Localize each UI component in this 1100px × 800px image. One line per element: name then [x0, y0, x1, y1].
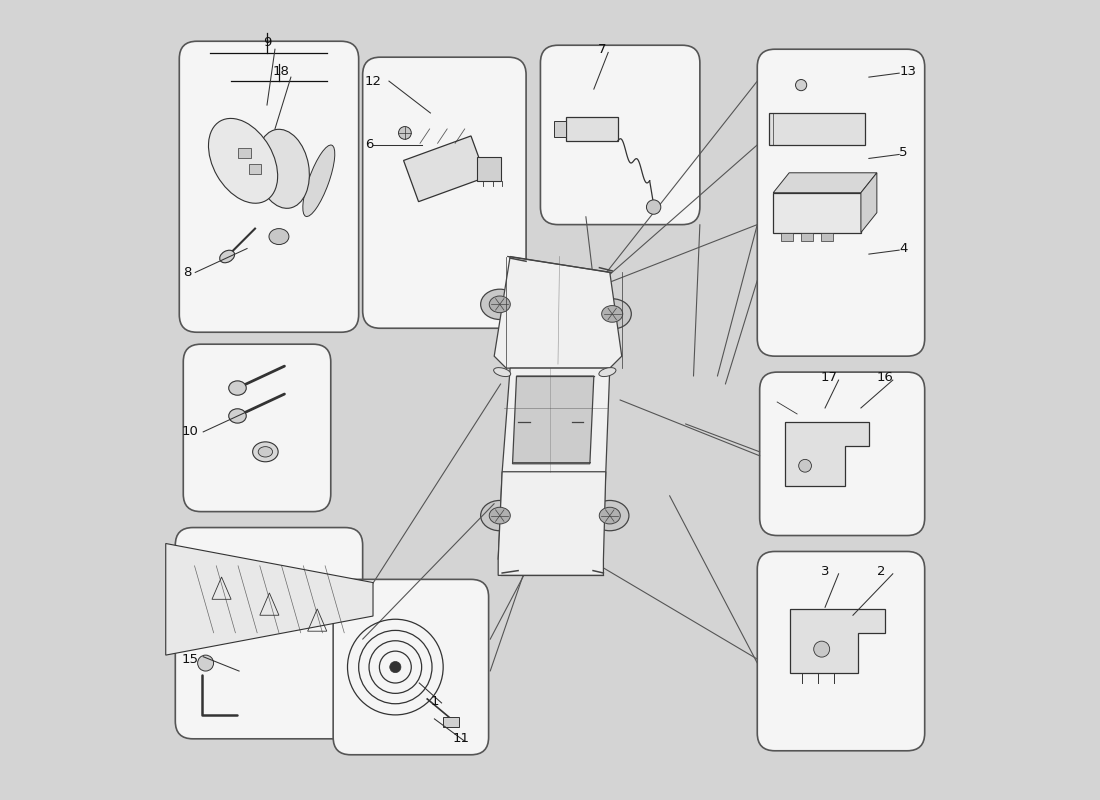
- Ellipse shape: [591, 501, 629, 530]
- Circle shape: [799, 459, 812, 472]
- Ellipse shape: [253, 442, 278, 462]
- Bar: [554, 121, 565, 137]
- Text: 8: 8: [184, 266, 191, 279]
- FancyBboxPatch shape: [179, 42, 359, 332]
- Text: 13: 13: [899, 65, 916, 78]
- Polygon shape: [166, 543, 373, 655]
- Ellipse shape: [602, 306, 623, 322]
- FancyBboxPatch shape: [757, 551, 925, 750]
- Bar: [801, 233, 813, 241]
- Text: 5: 5: [899, 146, 907, 159]
- Bar: [821, 233, 833, 241]
- Text: 17: 17: [821, 371, 838, 384]
- Ellipse shape: [481, 289, 519, 319]
- Bar: [565, 117, 618, 141]
- Polygon shape: [861, 173, 877, 233]
- Polygon shape: [498, 472, 606, 575]
- Polygon shape: [773, 173, 877, 193]
- Ellipse shape: [481, 501, 519, 530]
- Polygon shape: [494, 257, 622, 368]
- Text: 3: 3: [821, 565, 829, 578]
- Text: 16: 16: [877, 371, 893, 384]
- FancyBboxPatch shape: [757, 50, 925, 356]
- Bar: [443, 718, 459, 727]
- Ellipse shape: [229, 381, 246, 395]
- Circle shape: [398, 126, 411, 139]
- Ellipse shape: [600, 507, 620, 524]
- Polygon shape: [785, 422, 869, 486]
- FancyBboxPatch shape: [760, 372, 925, 535]
- Polygon shape: [513, 376, 594, 464]
- Polygon shape: [404, 136, 486, 202]
- Ellipse shape: [229, 409, 246, 423]
- Text: 9: 9: [263, 36, 272, 50]
- Bar: [781, 233, 793, 241]
- Text: 15: 15: [182, 653, 199, 666]
- Text: 18: 18: [273, 65, 289, 78]
- Text: 11: 11: [453, 732, 470, 746]
- Ellipse shape: [598, 368, 616, 377]
- Ellipse shape: [302, 145, 334, 217]
- Circle shape: [198, 655, 213, 671]
- Text: 4: 4: [899, 242, 907, 255]
- Bar: [249, 164, 262, 174]
- Ellipse shape: [270, 229, 289, 245]
- Text: 10: 10: [182, 426, 199, 438]
- Ellipse shape: [220, 250, 234, 262]
- Polygon shape: [498, 368, 609, 559]
- Text: 6: 6: [365, 138, 373, 151]
- Circle shape: [795, 79, 806, 90]
- FancyBboxPatch shape: [175, 527, 363, 739]
- Ellipse shape: [494, 368, 510, 377]
- Polygon shape: [790, 610, 886, 673]
- FancyBboxPatch shape: [333, 579, 488, 754]
- Text: 12: 12: [365, 74, 382, 88]
- Ellipse shape: [490, 296, 510, 313]
- Text: 2: 2: [877, 565, 886, 578]
- Bar: [773, 193, 861, 233]
- Bar: [769, 113, 865, 145]
- FancyBboxPatch shape: [363, 57, 526, 328]
- Ellipse shape: [256, 130, 309, 208]
- Circle shape: [389, 662, 400, 673]
- Circle shape: [814, 641, 829, 657]
- Ellipse shape: [209, 118, 277, 203]
- Ellipse shape: [490, 507, 510, 524]
- Ellipse shape: [258, 446, 273, 457]
- FancyBboxPatch shape: [540, 46, 700, 225]
- Bar: [476, 157, 501, 181]
- Text: 7: 7: [597, 42, 606, 56]
- Text: 1: 1: [430, 695, 439, 708]
- FancyBboxPatch shape: [184, 344, 331, 512]
- Ellipse shape: [593, 298, 631, 329]
- Bar: [239, 148, 251, 158]
- Circle shape: [647, 200, 661, 214]
